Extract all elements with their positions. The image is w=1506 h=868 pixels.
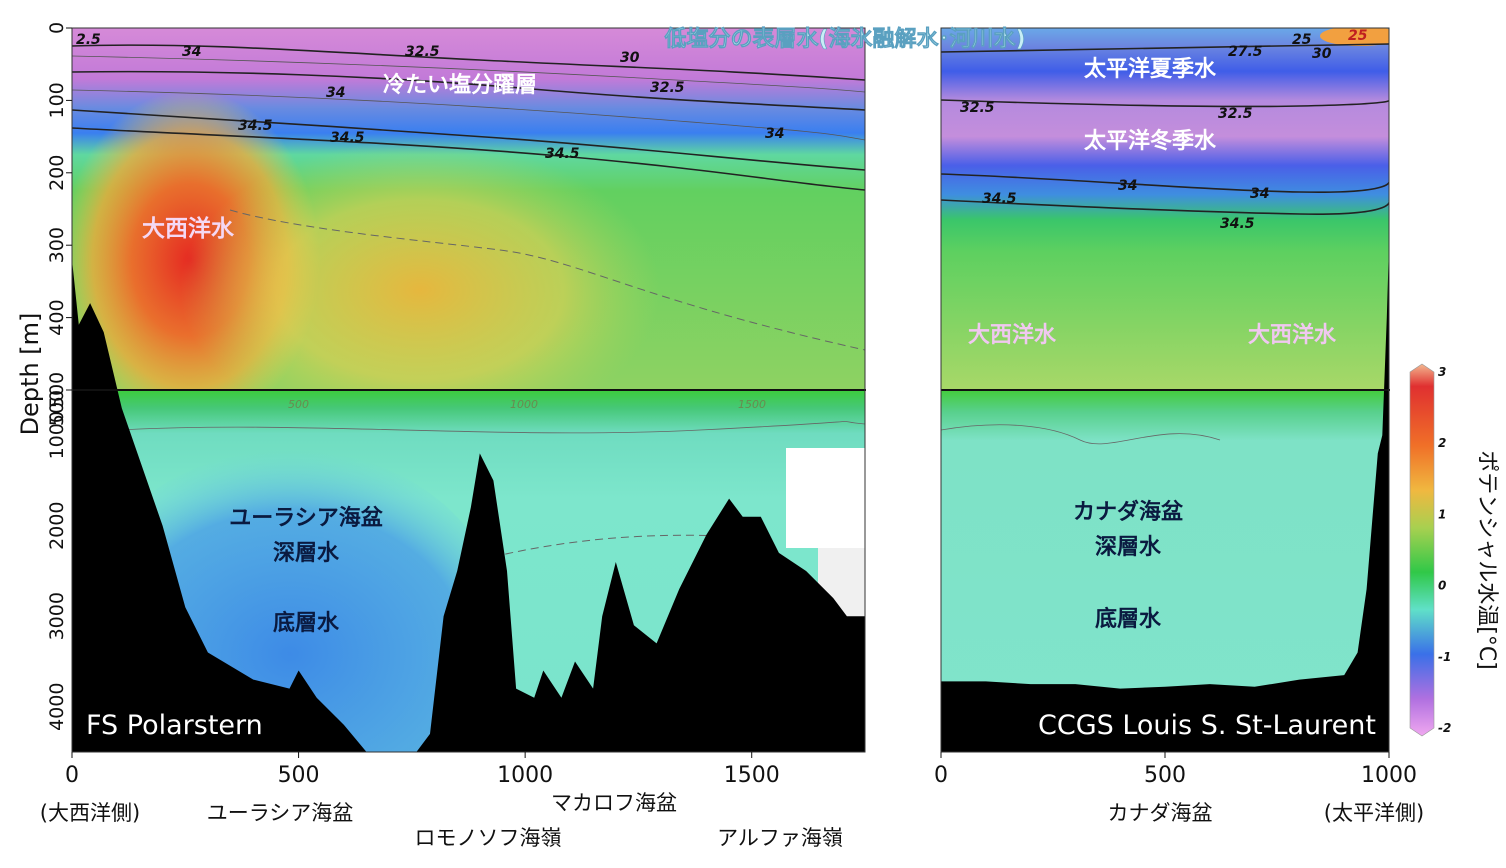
contour-label: 34 — [1118, 178, 1137, 194]
water-label: 太平洋冬季水 — [1084, 128, 1217, 154]
y-tick-label: 1000 — [46, 411, 68, 459]
bathymetry-right — [941, 245, 1389, 752]
contour-label: 34.5 — [982, 191, 1017, 207]
y-tick-label: 300 — [46, 227, 68, 263]
panel-left — [72, 28, 865, 752]
water-label: 深層水 — [273, 541, 340, 566]
contour-label: 32.5 — [1218, 106, 1253, 122]
colorbar-label: ポテンシャル水温[°C] — [1474, 450, 1499, 670]
y-tick-label: 200 — [46, 155, 68, 191]
contour-line — [941, 173, 1389, 193]
contour-label: 32.5 — [650, 80, 685, 96]
water-label: 太平洋夏季水 — [1084, 56, 1217, 82]
contour-label: 34.5 — [330, 130, 365, 146]
contour-line — [72, 70, 865, 111]
contour-line — [72, 127, 865, 191]
contour-label: 2.5 — [76, 32, 101, 48]
y-tick-label: 400 — [46, 299, 68, 335]
y-tick-label: 500 — [46, 390, 68, 426]
y-axis-label: Depth [m] — [16, 313, 44, 436]
contour-label: 30 — [620, 50, 640, 66]
contour-line-thin — [72, 55, 865, 93]
colorbar: 3 2 1 0 -1 -2 ポテンシャル水温[°C] — [1409, 363, 1499, 737]
contour-label: 30 — [1312, 46, 1332, 62]
water-label: ユーラシア海盆 — [229, 505, 384, 531]
bottom-label: アルファ海嶺 — [717, 826, 843, 850]
surface-warm-patch — [1320, 28, 1389, 46]
x-tick-label: 0 — [65, 763, 79, 788]
contour-label: 34 — [765, 126, 784, 142]
contour-line — [941, 43, 1389, 53]
y-tick-label: 100 — [46, 82, 68, 118]
contour-line — [72, 44, 865, 81]
colorbar-tick: -2 — [1438, 721, 1451, 735]
contour-label: 25 — [1348, 28, 1368, 44]
colorbar-bar — [1409, 363, 1435, 737]
water-label: 冷たい塩分躍層 — [383, 72, 537, 98]
contour-line — [72, 109, 865, 171]
contour-label: 34 — [182, 44, 201, 60]
x-tick-label: 0 — [934, 763, 948, 788]
bottom-label: マカロフ海盆 — [551, 791, 677, 815]
inner-x-tick: 1500 — [738, 398, 766, 411]
inner-x-tick: 1000 — [510, 398, 538, 411]
x-tick-label: 1000 — [1361, 763, 1417, 788]
colorbar-tick: 1 — [1438, 507, 1446, 521]
contour-label: 34.5 — [545, 146, 580, 162]
atlantic-water-warm-left — [180, 140, 660, 440]
water-label: 大西洋水 — [1248, 322, 1337, 348]
y-tick-label: 4000 — [46, 683, 68, 731]
y-tick-label: 0 — [46, 22, 68, 34]
colorbar-tick: 3 — [1438, 365, 1446, 379]
contour-line-dashed — [229, 209, 865, 351]
inner-x-tick: 500 — [288, 398, 309, 411]
panel-separator — [865, 28, 941, 752]
chart-title: 低塩分の表層水(海氷融解水･河川水) — [663, 26, 1025, 52]
contour-label: 34 — [326, 85, 345, 101]
x-tick-label: 500 — [278, 763, 320, 788]
contour-line — [941, 99, 1389, 108]
contour-line-thin — [119, 421, 865, 434]
water-label: 底層水 — [1095, 606, 1162, 632]
panel-right — [941, 28, 1389, 752]
bottom-label: (大西洋側) — [40, 801, 140, 825]
contour-label: 27.5 — [1228, 44, 1263, 60]
contour-line-thin — [72, 89, 865, 141]
y-tick-label: 2000 — [46, 502, 68, 550]
y-tick-label: 3000 — [46, 592, 68, 640]
x-tick-label: 500 — [1144, 763, 1186, 788]
colorbar-tick: 0 — [1438, 579, 1446, 593]
bathymetry-left — [72, 259, 865, 752]
water-label: 大西洋水 — [968, 322, 1057, 348]
contour-label: 34.5 — [238, 118, 273, 134]
ship-name: CCGS Louis S. St-Laurent — [1038, 710, 1376, 741]
water-label: 底層水 — [273, 610, 340, 636]
water-label: 深層水 — [1095, 535, 1162, 560]
water-label: カナダ海盆 — [1073, 499, 1184, 525]
bottom-label: ユーラシア海盆 — [207, 801, 354, 825]
colorbar-tick: -1 — [1438, 650, 1451, 664]
bottom-label: カナダ海盆 — [1108, 801, 1213, 825]
colorbar-tick: 2 — [1438, 436, 1446, 450]
contour-line-thin — [941, 424, 1221, 445]
missing-data-box — [786, 448, 865, 548]
ship-name: FS Polarstern — [86, 710, 263, 741]
contour-label: 32.5 — [405, 44, 440, 60]
x-tick-label: 1500 — [724, 763, 780, 788]
water-label: 大西洋水 — [142, 215, 235, 242]
x-tick-label: 1000 — [497, 763, 553, 788]
contour-label: 34.5 — [1220, 216, 1255, 232]
bottom-label: (太平洋側) — [1324, 801, 1424, 825]
contour-label: 34 — [1250, 186, 1269, 202]
right-upper-field — [941, 28, 1389, 390]
bottom-label: ロモノソフ海嶺 — [415, 826, 562, 850]
y-tick-label: 500 — [46, 372, 68, 408]
contour-label: 32.5 — [960, 100, 995, 116]
contour-label: 25 — [1292, 32, 1312, 48]
contour-line — [941, 199, 1389, 215]
